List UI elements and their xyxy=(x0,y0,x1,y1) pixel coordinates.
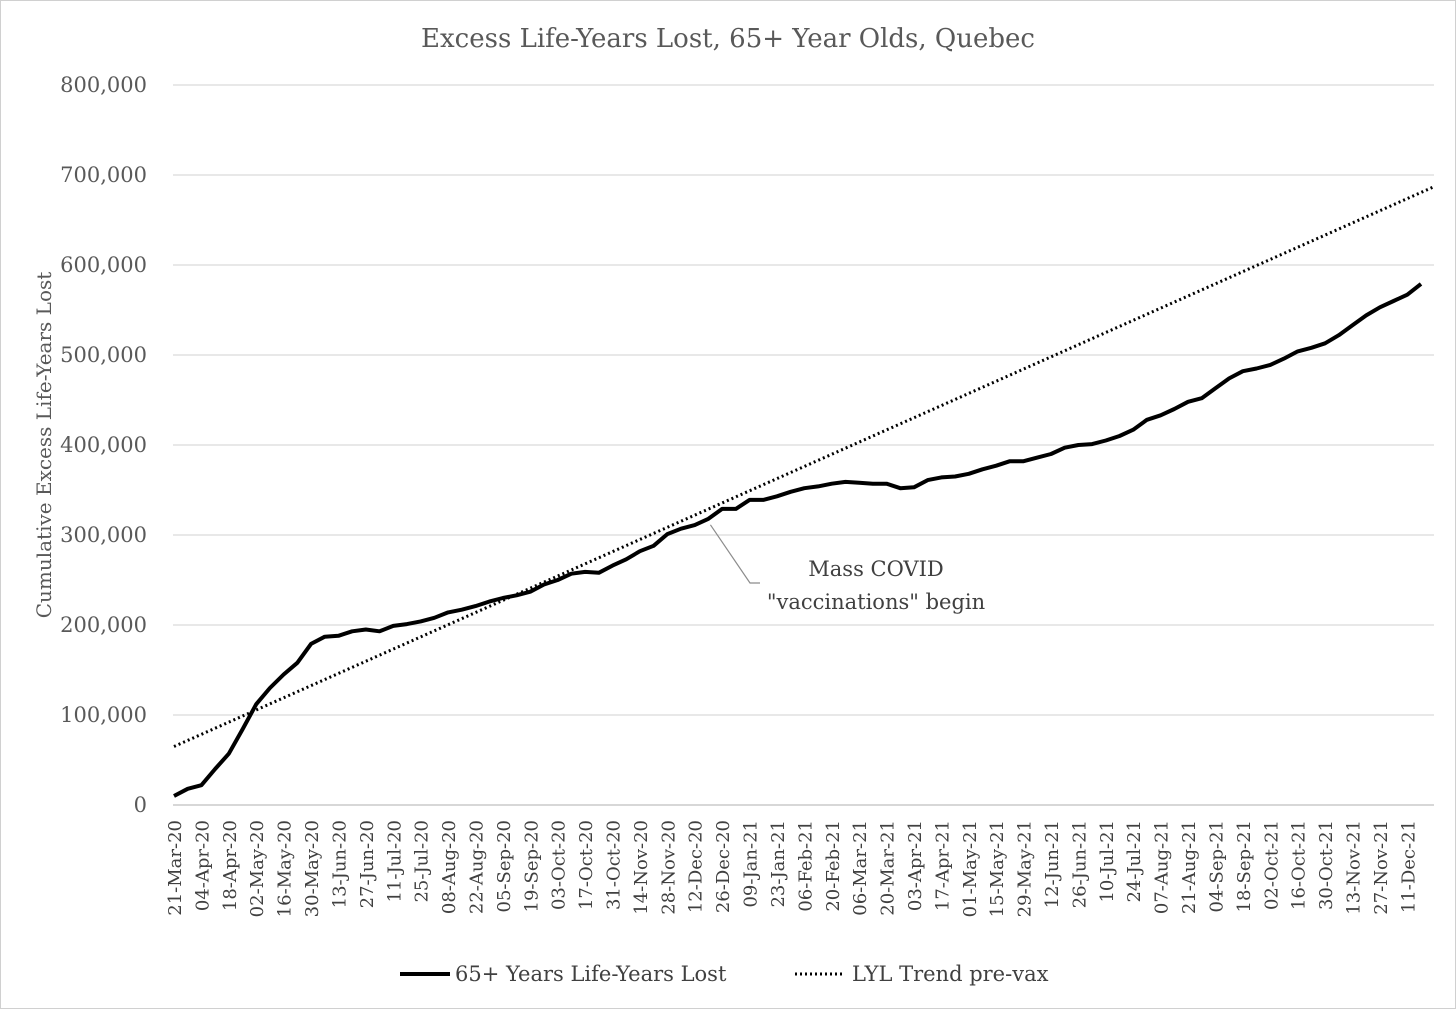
x-tick-label: 30-May-20 xyxy=(302,820,323,917)
y-tick-label: 600,000 xyxy=(60,253,147,277)
annotation-leader-line xyxy=(709,524,760,584)
x-tick-label: 05-Sep-20 xyxy=(494,820,515,912)
x-tick-label: 28-Nov-20 xyxy=(658,820,679,915)
y-tick-label: 100,000 xyxy=(60,703,147,727)
x-tick-label: 12-Dec-20 xyxy=(686,820,707,913)
x-tick-label: 13-Nov-21 xyxy=(1343,820,1364,915)
y-tick-label: 0 xyxy=(134,793,147,817)
x-tick-label: 27-Jun-20 xyxy=(357,820,378,908)
annotation-group: Mass COVID "vaccinations" begin xyxy=(709,524,985,614)
x-tick-label: 02-Oct-21 xyxy=(1261,820,1282,910)
x-tick-label: 17-Oct-20 xyxy=(576,820,597,910)
x-tick-label: 27-Nov-21 xyxy=(1371,820,1392,915)
x-tick-label: 07-Aug-21 xyxy=(1152,820,1173,914)
x-tick-label: 11-Dec-21 xyxy=(1398,820,1419,913)
y-tick-label: 300,000 xyxy=(60,523,147,547)
y-tick-labels: 0 100,000 200,000 300,000 400,000 500,000 600,… xyxy=(60,73,147,817)
gridlines xyxy=(173,84,1434,806)
annotation-text-line1: Mass COVID xyxy=(808,557,943,581)
legend: 65+ Years Life-Years Lost LYL Trend pre-… xyxy=(400,962,1049,986)
x-tick-label: 19-Sep-20 xyxy=(521,820,542,912)
x-tick-label: 31-Oct-20 xyxy=(604,820,625,910)
x-tick-label: 26-Jun-21 xyxy=(1069,820,1090,908)
series-group xyxy=(173,185,1435,798)
series-line-life-years-lost xyxy=(173,282,1423,798)
y-tick-label: 200,000 xyxy=(60,613,147,637)
x-tick-label: 10-Jul-21 xyxy=(1097,820,1118,903)
x-tick-label: 15-May-21 xyxy=(987,820,1008,917)
x-tick-label: 18-Sep-21 xyxy=(1234,820,1255,912)
x-tick-label: 09-Jan-21 xyxy=(741,820,762,908)
x-tick-label: 23-Jan-21 xyxy=(768,820,789,908)
y-tick-label: 500,000 xyxy=(60,343,147,367)
x-tick-label: 14-Nov-20 xyxy=(631,820,652,915)
x-tick-label: 01-May-21 xyxy=(960,820,981,917)
x-tick-label: 06-Feb-21 xyxy=(795,820,816,912)
x-tick-label: 26-Dec-20 xyxy=(713,820,734,913)
x-tick-label: 16-May-20 xyxy=(275,820,296,917)
x-tick-label: 13-Jun-20 xyxy=(329,820,350,908)
y-tick-label: 800,000 xyxy=(60,73,147,97)
y-axis-label: Cumulative Excess Life-Years Lost xyxy=(32,272,56,619)
x-tick-label: 08-Aug-20 xyxy=(439,820,460,914)
x-tick-label: 30-Oct-21 xyxy=(1316,820,1337,910)
x-tick-label: 04-Sep-21 xyxy=(1206,820,1227,912)
x-tick-label: 20-Mar-21 xyxy=(878,820,899,916)
legend-label-dotted: LYL Trend pre-vax xyxy=(852,962,1049,986)
x-tick-label: 18-Apr-20 xyxy=(220,820,241,911)
chart-title: Excess Life-Years Lost, 65+ Year Olds, Q… xyxy=(421,24,1035,54)
x-tick-label: 02-May-20 xyxy=(247,820,268,917)
x-tick-labels: 21-Mar-20 04-Apr-20 18-Apr-20 02-May-20 16-M… xyxy=(165,820,1419,917)
y-tick-label: 400,000 xyxy=(60,433,147,457)
x-tick-label: 03-Oct-20 xyxy=(549,820,570,910)
x-tick-label: 06-Mar-21 xyxy=(850,820,871,916)
series-line-trend-pre-vax xyxy=(173,185,1435,748)
annotation-text-line2: "vaccinations" begin xyxy=(767,590,985,614)
x-tick-label: 25-Jul-20 xyxy=(412,820,433,903)
x-tick-label: 16-Oct-21 xyxy=(1289,820,1310,910)
x-tick-label: 29-May-21 xyxy=(1015,820,1036,917)
x-tick-label: 12-Jun-21 xyxy=(1042,820,1063,908)
x-tick-label: 03-Apr-21 xyxy=(905,820,926,911)
x-tick-label: 20-Feb-21 xyxy=(823,820,844,912)
y-tick-label: 700,000 xyxy=(60,163,147,187)
x-tick-label: 21-Aug-21 xyxy=(1179,820,1200,914)
x-tick-label: 24-Jul-21 xyxy=(1124,820,1145,903)
x-tick-label: 22-Aug-20 xyxy=(466,820,487,914)
x-tick-label: 04-Apr-20 xyxy=(192,820,213,911)
x-tick-label: 21-Mar-20 xyxy=(165,820,186,916)
x-tick-label: 11-Jul-20 xyxy=(384,820,405,903)
legend-label-solid: 65+ Years Life-Years Lost xyxy=(455,962,727,986)
x-tick-label: 17-Apr-21 xyxy=(932,820,953,911)
